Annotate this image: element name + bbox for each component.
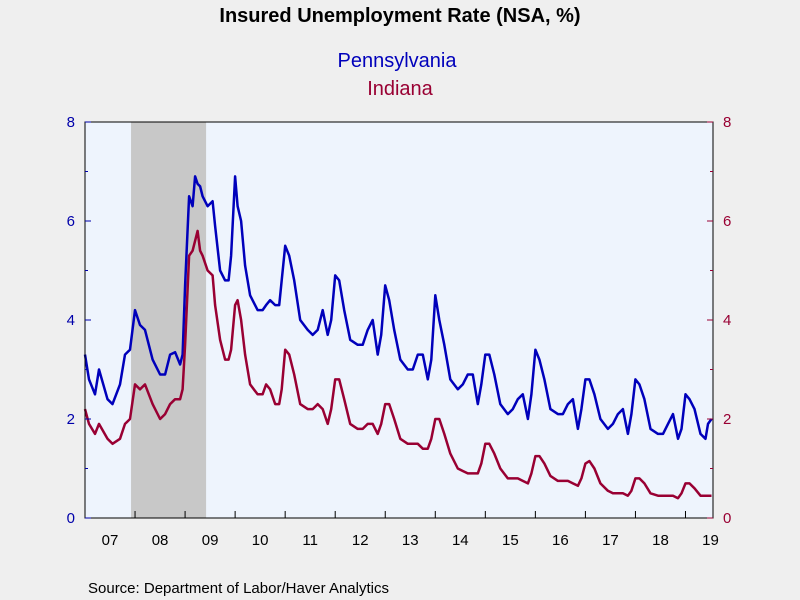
x-tick-label: 16 [552, 532, 569, 549]
x-tick-label: 11 [302, 532, 318, 549]
x-tick-label: 08 [152, 532, 169, 549]
y-left-tick-label: 8 [67, 114, 75, 131]
x-tick-label: 14 [452, 532, 469, 549]
series-title-pennsylvania: Pennsylvania [338, 50, 458, 72]
y-right-tick-label: 0 [723, 510, 731, 527]
y-right-tick-label: 8 [723, 114, 731, 131]
y-right-tick-label: 2 [723, 411, 731, 428]
y-left-tick-label: 2 [67, 411, 75, 428]
x-tick-label: 15 [502, 532, 519, 549]
series-layer [83, 175, 713, 500]
y-left-tick-label: 6 [67, 213, 75, 230]
y-right-tick-label: 4 [723, 312, 731, 329]
chart-title: Insured Unemployment Rate (NSA, %) [219, 5, 580, 27]
x-tick-label: 10 [252, 532, 269, 549]
x-tick-label: 07 [102, 532, 119, 549]
x-tick-label: 12 [352, 532, 369, 549]
series-line-indiana [83, 229, 712, 500]
x-tick-label: 09 [202, 532, 219, 549]
y-left-tick-label: 0 [67, 510, 75, 527]
x-tick-label: 13 [402, 532, 419, 549]
y-right-tick-label: 6 [723, 213, 731, 230]
x-tick-label: 18 [652, 532, 669, 549]
series-line-pennsylvania [83, 175, 713, 441]
source-note: Source: Department of Labor/Haver Analyt… [88, 580, 389, 597]
x-tick-label: 19 [702, 532, 719, 549]
x-tick-label: 17 [602, 532, 619, 549]
y-left-tick-label: 4 [67, 312, 75, 329]
axis-layer: 0 0 2 2 4 4 6 6 8 8 07 08 09 10 11 12 13 14 15 16 17 18 19 [67, 114, 732, 549]
series-title-indiana: Indiana [367, 78, 433, 100]
